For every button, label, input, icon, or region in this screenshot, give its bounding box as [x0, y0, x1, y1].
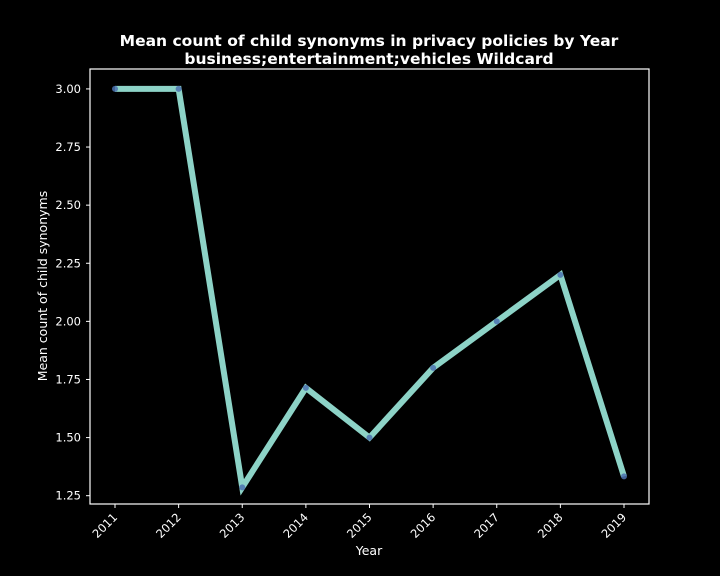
- data-point: [302, 384, 309, 391]
- data-point: [366, 434, 373, 441]
- y-tick-label: 2.50: [55, 198, 81, 212]
- y-tick-label: 2.75: [55, 140, 81, 154]
- data-point: [493, 318, 500, 325]
- chart-subtitle: business;entertainment;vehicles Wildcard: [184, 50, 553, 68]
- y-tick-label: 2.25: [55, 256, 81, 270]
- data-point: [112, 85, 118, 92]
- y-tick-label: 1.25: [55, 489, 81, 503]
- y-tick-label: 1.75: [55, 372, 81, 386]
- series-line-group: [112, 85, 627, 496]
- data-point: [175, 85, 182, 92]
- y-axis-label: Mean count of child synonyms: [35, 191, 50, 381]
- data-point: [239, 484, 246, 491]
- y-tick-label: 2.00: [55, 314, 81, 328]
- data-point: [430, 364, 437, 371]
- data-point: [557, 271, 564, 278]
- y-axis: 1.25 1.50 1.75 2.00 2.25 2.50 2.75 3.00: [55, 82, 90, 503]
- y-tick-label: 3.00: [55, 82, 81, 96]
- x-axis-label: Year: [355, 543, 383, 558]
- data-point: [621, 473, 627, 480]
- chart-title: Mean count of child synonyms in privacy …: [120, 32, 619, 50]
- y-tick-label: 1.50: [55, 431, 81, 445]
